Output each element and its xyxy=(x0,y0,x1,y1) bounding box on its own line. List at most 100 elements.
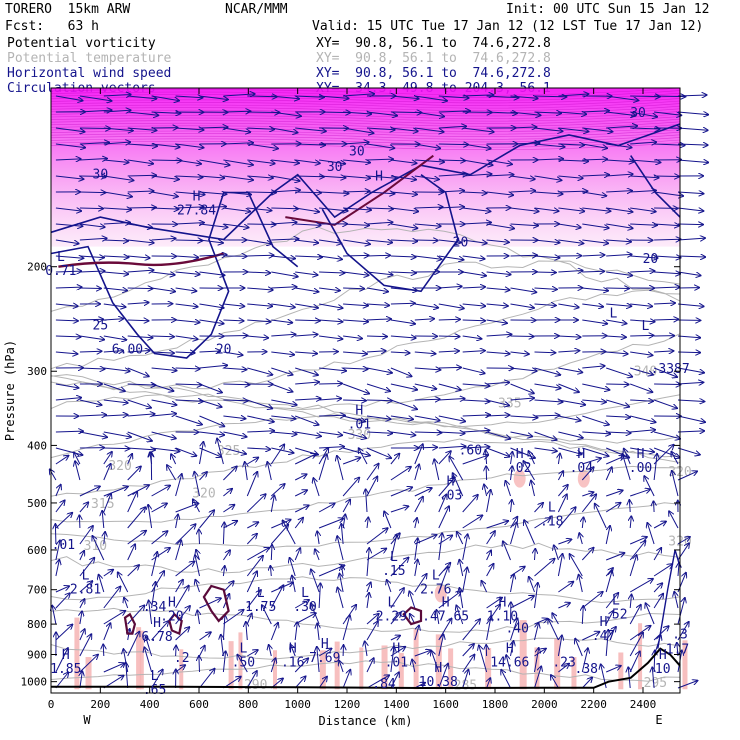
circulation-vector xyxy=(55,208,81,211)
circulation-vector xyxy=(151,112,181,113)
circulation-vector xyxy=(438,111,470,112)
circulation-vector xyxy=(359,448,368,465)
circulation-vector xyxy=(438,303,464,308)
extremum-value: .16 xyxy=(281,655,304,670)
circulation-vector xyxy=(175,368,200,369)
pv-contour xyxy=(202,584,230,623)
circulation-vector xyxy=(343,352,367,354)
circulation-vector xyxy=(390,613,401,625)
circulation-vector xyxy=(295,192,321,193)
circulation-vector xyxy=(438,432,465,433)
circulation-vector xyxy=(318,454,327,481)
valid-time: Valid: 15 UTC Tue 17 Jan 12 (12 LST Tue … xyxy=(312,19,704,34)
circulation-vector xyxy=(678,563,679,577)
circulation-vector xyxy=(175,474,182,497)
circulation-vector xyxy=(558,582,573,593)
circulation-vector xyxy=(270,445,284,465)
circulation-vector xyxy=(247,320,270,322)
extremum-marker: H xyxy=(289,641,297,656)
circulation-vector xyxy=(55,95,83,101)
circulation-vector xyxy=(319,415,345,416)
circulation-vector xyxy=(79,238,107,240)
circulation-vector xyxy=(366,240,392,243)
circulation-vector xyxy=(223,143,253,144)
pv-shade xyxy=(398,652,404,690)
circulation-vector xyxy=(319,431,342,435)
circulation-vector xyxy=(606,240,631,242)
circulation-vector xyxy=(175,96,203,98)
circulation-vector xyxy=(453,473,464,497)
circulation-vector xyxy=(462,223,491,225)
pv-shade xyxy=(571,657,577,690)
circulation-vector xyxy=(510,96,538,98)
circulation-vector xyxy=(486,272,511,275)
extremum-marker: L xyxy=(82,569,90,584)
circulation-vector xyxy=(247,458,258,465)
circulation-vector xyxy=(127,223,152,228)
circulation-vector xyxy=(390,96,419,99)
circulation-vector xyxy=(486,352,510,354)
circulation-vector xyxy=(438,563,451,577)
circulation-vector xyxy=(342,431,366,438)
circulation-vector xyxy=(462,239,487,243)
x-tick-label: 400 xyxy=(140,698,160,711)
extremum-value: 1.85 xyxy=(50,662,81,677)
circulation-vector xyxy=(630,191,656,193)
circulation-vector xyxy=(127,367,149,376)
circulation-vector xyxy=(199,442,204,465)
pv-contour xyxy=(123,612,137,635)
wind-label: 20 xyxy=(643,252,659,267)
extremum-marker: H xyxy=(447,475,455,490)
circulation-vector xyxy=(247,304,272,306)
circulation-vector xyxy=(247,522,258,529)
circulation-vector xyxy=(79,399,102,405)
circulation-vector xyxy=(390,127,418,131)
circulation-vector xyxy=(199,432,225,435)
circulation-vector xyxy=(151,238,176,240)
circulation-vector xyxy=(343,255,369,256)
circulation-vector xyxy=(295,303,318,308)
pv-shade xyxy=(513,469,526,488)
extremum-value: .04 xyxy=(570,461,594,476)
circulation-vector xyxy=(582,223,608,228)
circulation-vector xyxy=(93,536,105,561)
circulation-vector xyxy=(462,619,480,641)
pv-shade xyxy=(448,648,454,690)
circulation-vector xyxy=(319,288,340,291)
circulation-vector xyxy=(414,368,441,370)
circulation-vector xyxy=(271,96,299,99)
circulation-vector xyxy=(438,506,449,529)
circulation-vector xyxy=(246,614,251,625)
circulation-vector xyxy=(482,581,488,593)
circulation-vector xyxy=(438,664,448,689)
circulation-vector xyxy=(103,383,125,391)
circulation-vector xyxy=(390,159,417,163)
circulation-vector xyxy=(510,574,514,593)
circulation-vector xyxy=(79,110,112,112)
circulation-vector xyxy=(486,450,487,465)
circulation-vector xyxy=(438,591,461,609)
circulation-vector xyxy=(199,632,211,641)
extremum-value: .2 xyxy=(174,651,190,666)
circulation-vector xyxy=(582,288,608,291)
circulation-vector xyxy=(582,383,609,390)
circulation-vector xyxy=(510,368,537,371)
circulation-vector xyxy=(127,507,145,529)
circulation-vector xyxy=(366,464,379,481)
circulation-vector xyxy=(486,320,507,323)
circulation-vector xyxy=(175,524,196,545)
circulation-vector xyxy=(510,191,536,192)
circulation-vector xyxy=(271,447,293,453)
circulation-vector xyxy=(414,95,447,101)
circulation-vector xyxy=(294,658,308,673)
y-tick-label: 700 xyxy=(27,584,47,597)
circulation-vector xyxy=(295,320,320,321)
circulation-vector xyxy=(438,160,465,161)
circulation-vector xyxy=(414,488,432,497)
circulation-vector xyxy=(175,192,205,195)
circulation-vector xyxy=(646,603,655,625)
circulation-vector xyxy=(558,603,570,609)
circulation-vector xyxy=(175,304,198,307)
circulation-vector xyxy=(175,503,199,513)
